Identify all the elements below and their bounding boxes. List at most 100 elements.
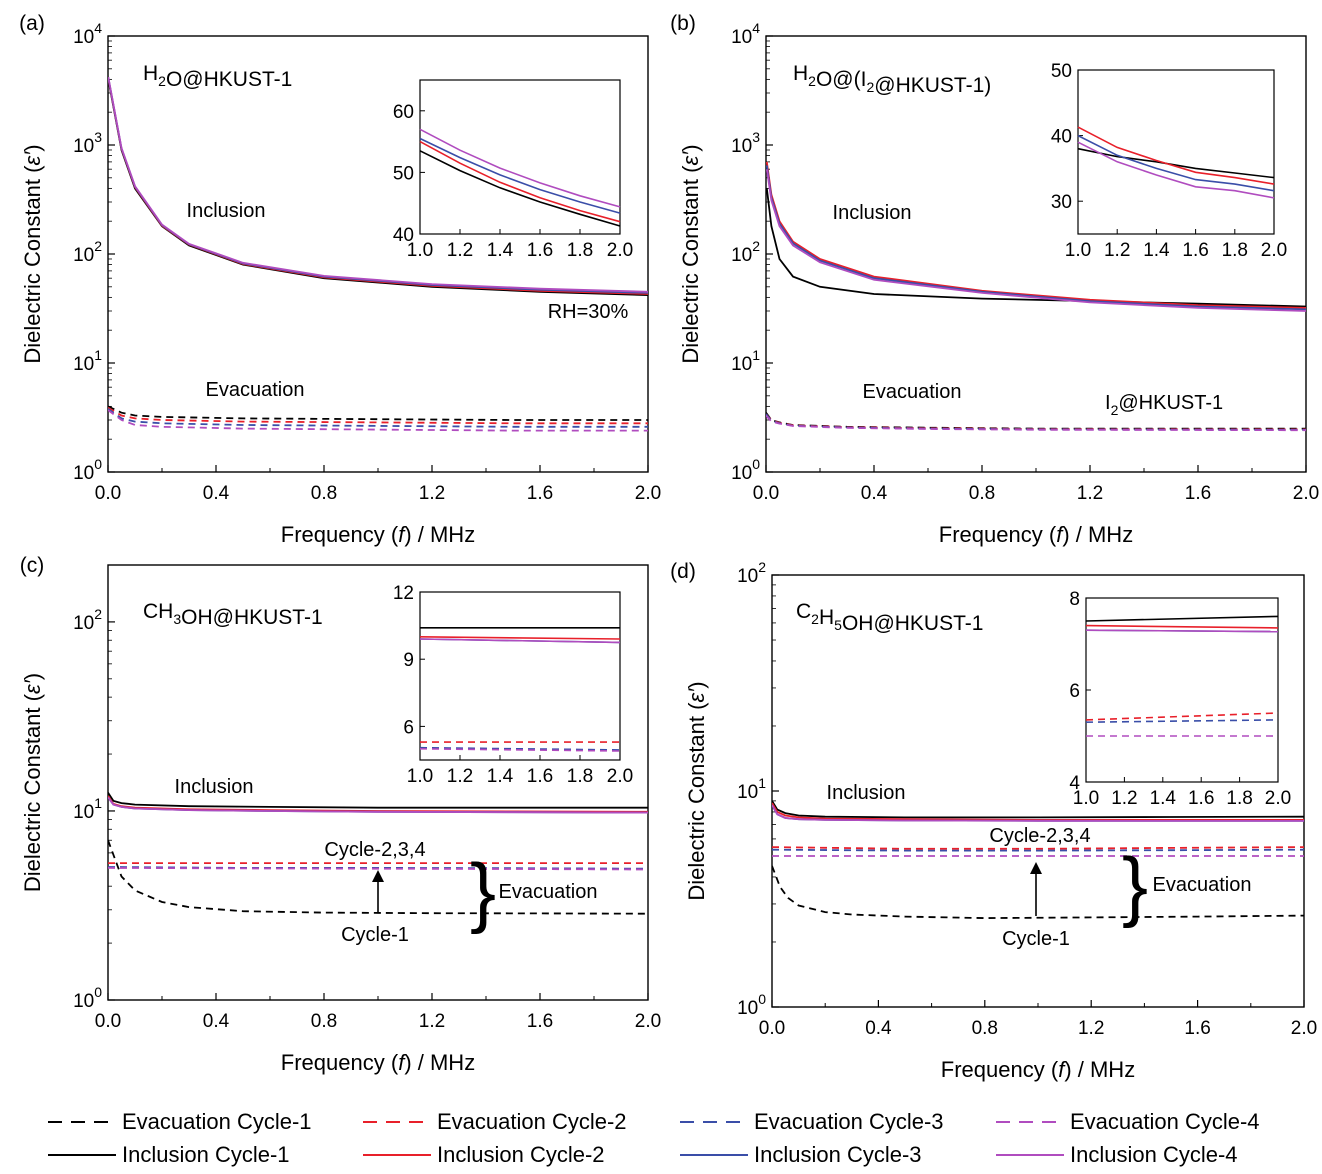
- inset-x-tick-label: 2.0: [607, 766, 633, 787]
- evacuation-cycle-4-line: [766, 414, 1306, 432]
- inset-x-tick-label: 1.6: [527, 240, 553, 261]
- inset-x-tick-label: 1.2: [1111, 788, 1137, 809]
- inset-solid-cycle-2-line: [1085, 624, 1279, 629]
- panel-title: H2O@HKUST-1: [143, 62, 292, 91]
- brace: }: [470, 847, 496, 935]
- inset-solid-cycle-1-line: [1077, 147, 1275, 179]
- x-tick-label: 0.8: [311, 483, 337, 504]
- x-tick-label: 2.0: [635, 1011, 661, 1032]
- inset-y-tick-label: 4: [1069, 773, 1080, 794]
- annotation-cycle-234: Cycle-2,3,4: [324, 839, 425, 861]
- inset-solid-cycle-3-line: [1077, 134, 1275, 192]
- arrow-head: [1030, 862, 1042, 874]
- x-axis-label: Frequency (f) / MHz: [281, 1050, 475, 1075]
- y-tick-label: 101: [731, 347, 760, 375]
- annotation-cycle-1: Cycle-1: [1002, 928, 1070, 950]
- inset-x-tick-label: 2.0: [607, 240, 633, 261]
- legend-label: Inclusion Cycle-3: [754, 1142, 922, 1167]
- inclusion-cycle-1-line: [108, 792, 648, 809]
- x-tick-label: 0.0: [753, 483, 779, 504]
- annotation-inclusion: Inclusion: [827, 782, 906, 804]
- y-tick-label: 102: [73, 606, 102, 634]
- chart-panel-b: (b) 0.0 0.4 0.8 1.2 1.6 2.0 100 101 102 103 104 Freq…: [670, 12, 1319, 547]
- annotation-inclusion: Inclusion: [175, 776, 254, 798]
- legend-label: Evacuation Cycle-2: [437, 1109, 627, 1134]
- legend-label: Evacuation Cycle-4: [1070, 1109, 1260, 1134]
- inclusion-cycle-2-line: [772, 802, 1304, 821]
- y-tick-label: 100: [73, 456, 102, 484]
- x-tick-label: 2.0: [1293, 483, 1319, 504]
- y-tick-label: 103: [73, 129, 102, 157]
- series-group: [772, 800, 1304, 920]
- inset-y-tick-label: 6: [1069, 681, 1080, 702]
- y-tick-label: 103: [731, 129, 760, 157]
- x-tick-label: 1.6: [527, 1011, 553, 1032]
- legend-item: Inclusion Cycle-3: [680, 1142, 922, 1167]
- inset-x-tick-label: 1.0: [407, 766, 433, 787]
- panel-label: (d): [670, 560, 696, 583]
- x-tick-label: 2.0: [1291, 1018, 1317, 1039]
- y-axis-label: Dielectric Constant (ε′): [678, 144, 703, 363]
- y-axis-label: Dielectric Constant (ε′): [20, 673, 45, 892]
- legend-label: Inclusion Cycle-1: [122, 1142, 290, 1167]
- inset-frame: [419, 591, 621, 761]
- inset-x-tick-label: 1.0: [407, 240, 433, 261]
- x-tick-label: 0.4: [203, 483, 230, 504]
- inset-solid-cycle-4-line: [419, 638, 621, 644]
- legend-label: Evacuation Cycle-3: [754, 1109, 944, 1134]
- annotation-rh: RH=30%: [548, 301, 629, 323]
- inset-solid-cycle-4-line: [1077, 141, 1275, 199]
- inset-plot: 1.0 1.2 1.4 1.6 1.8 2.0 40 50 60: [393, 79, 633, 261]
- series-group: [108, 792, 648, 915]
- inset-dashed-cycle-3-line: [1085, 719, 1279, 723]
- x-tick-label: 0.8: [311, 1011, 337, 1032]
- y-tick-label: 104: [73, 20, 102, 48]
- inset-frame: [419, 79, 621, 235]
- inset-x-tick-label: 1.0: [1065, 240, 1091, 261]
- inset-solid-cycle-2-line: [419, 140, 621, 223]
- inset-solid-cycle-4-line: [419, 128, 621, 208]
- inset-x-tick-label: 1.6: [1188, 788, 1214, 809]
- x-tick-label: 0.0: [759, 1018, 785, 1039]
- x-tick-label: 1.2: [419, 1011, 445, 1032]
- inset-x-tick-label: 1.2: [447, 240, 473, 261]
- y-tick-label: 104: [731, 20, 760, 48]
- annotation-inclusion: Inclusion: [833, 202, 912, 224]
- evacuation-cycle-1-line: [108, 839, 648, 915]
- annotation-cycle-234: Cycle-2,3,4: [989, 825, 1090, 847]
- y-tick-label: 101: [73, 795, 102, 823]
- inclusion-cycle-4-line: [108, 796, 648, 814]
- x-tick-label: 0.8: [969, 483, 995, 504]
- inset-solid-cycle-2-line: [1077, 126, 1275, 185]
- annotation-evacuation: Evacuation: [206, 379, 305, 401]
- x-axis-label: Frequency (f) / MHz: [939, 522, 1133, 547]
- x-tick-label: 1.2: [1078, 1018, 1104, 1039]
- panel-title: H2O@(I2@HKUST-1): [793, 62, 991, 97]
- inset-y-tick-label: 30: [1051, 192, 1072, 213]
- inset-frame: [1077, 69, 1275, 235]
- inset-x-tick-label: 1.4: [1143, 240, 1170, 261]
- x-tick-label: 0.4: [861, 483, 888, 504]
- panel-label: (b): [670, 12, 696, 35]
- inset-y-tick-label: 50: [1051, 61, 1072, 82]
- x-tick-label: 1.6: [1185, 483, 1211, 504]
- legend-item: Inclusion Cycle-2: [363, 1142, 605, 1167]
- inset-solid-cycle-3-line: [419, 137, 621, 214]
- evacuation-cycle-1-line: [108, 405, 648, 421]
- y-tick-label: 102: [73, 238, 102, 266]
- evacuation-cycle-3-line: [108, 408, 648, 428]
- y-axis-label: Dielectric Constant (ε′): [684, 681, 709, 900]
- legend-item: Inclusion Cycle-4: [996, 1142, 1238, 1167]
- brace: }: [1122, 841, 1148, 929]
- y-tick-label: 100: [737, 991, 766, 1019]
- inset-dashed-cycle-3-line: [419, 746, 621, 751]
- series-group: [108, 76, 648, 432]
- inset-plot: 1.0 1.2 1.4 1.6 1.8 2.0 30 40 50: [1051, 61, 1287, 261]
- y-tick-label: 102: [731, 238, 760, 266]
- y-tick-label: 101: [73, 347, 102, 375]
- inset-solid-cycle-1-line: [419, 150, 621, 227]
- legend-item: Evacuation Cycle-1: [48, 1109, 312, 1134]
- legend-item: Evacuation Cycle-4: [996, 1109, 1260, 1134]
- inset-x-tick-label: 2.0: [1261, 240, 1287, 261]
- legend-label: Evacuation Cycle-1: [122, 1109, 312, 1134]
